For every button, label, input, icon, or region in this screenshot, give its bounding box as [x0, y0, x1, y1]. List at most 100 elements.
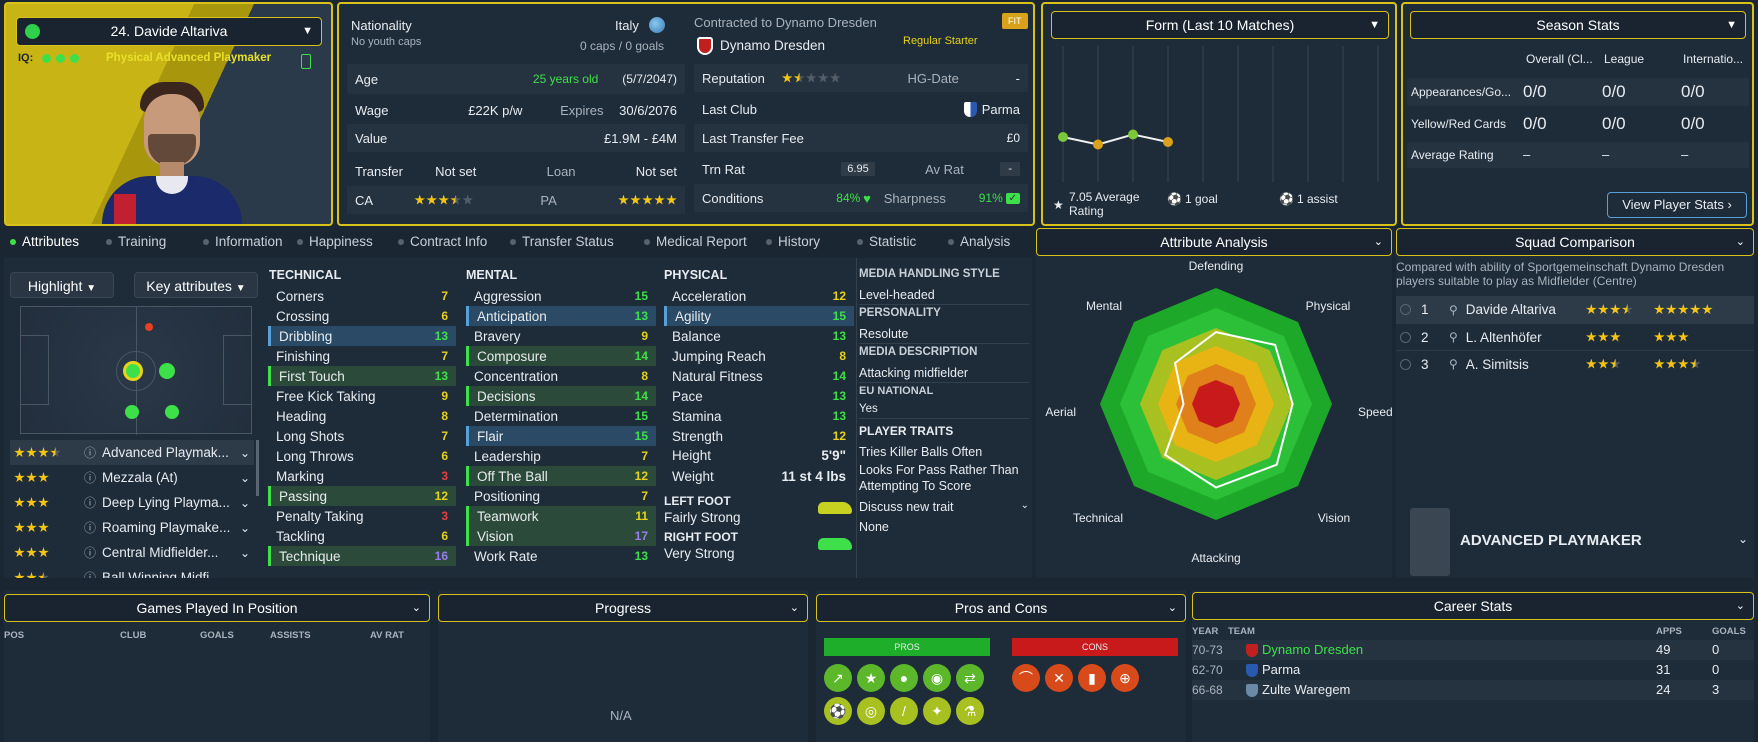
- card-icon[interactable]: ▮: [1078, 664, 1106, 692]
- squad-dropdown[interactable]: Squad Comparison ⌄: [1396, 228, 1754, 256]
- pros-cons-dropdown[interactable]: Pros and Cons ⌄: [816, 594, 1186, 622]
- attribute-row[interactable]: Acceleration 12: [664, 286, 854, 306]
- tackle-icon[interactable]: ✕: [1045, 664, 1073, 692]
- role-item[interactable]: ⓘ Mezzala (At) ⌄: [10, 465, 254, 490]
- attribute-row[interactable]: Agility 15: [664, 306, 854, 326]
- progress-dropdown[interactable]: Progress ⌄: [438, 594, 808, 622]
- form-point[interactable]: [1128, 129, 1138, 140]
- attribute-row[interactable]: Composure 14: [466, 346, 656, 366]
- role-item[interactable]: ⓘ Roaming Playmake... ⌄: [10, 515, 254, 540]
- attribute-row[interactable]: Leadership 7: [466, 446, 656, 466]
- attribute-row[interactable]: Flair 15: [466, 426, 656, 446]
- header-icon[interactable]: ⌒: [1012, 664, 1040, 692]
- attribute-row[interactable]: Stamina 13: [664, 406, 854, 426]
- last-club-value[interactable]: Parma: [981, 101, 1020, 117]
- form-dropdown[interactable]: Form (Last 10 Matches) ▼: [1051, 11, 1389, 39]
- attribute-row[interactable]: Natural Fitness 14: [664, 366, 854, 386]
- season-dropdown[interactable]: Season Stats ▼: [1410, 11, 1746, 39]
- wand-icon[interactable]: /: [890, 697, 918, 725]
- tab-history[interactable]: History: [766, 234, 820, 249]
- attribute-row[interactable]: Decisions 14: [466, 386, 656, 406]
- tab-transfer-status[interactable]: Transfer Status: [510, 234, 614, 249]
- info-icon[interactable]: ⓘ: [84, 446, 97, 460]
- attribute-row[interactable]: Passing 12: [268, 486, 456, 506]
- attribute-row[interactable]: Strength 12: [664, 426, 854, 446]
- tab-contract-info[interactable]: Contract Info: [398, 234, 487, 249]
- squad-row[interactable]: 3 ⚲ A. Simitsis: [1396, 350, 1754, 377]
- role-item[interactable]: ⓘ Central Midfielder... ⌄: [10, 540, 254, 565]
- attribute-row[interactable]: Bravery 9: [466, 326, 656, 346]
- attribute-row[interactable]: Determination 15: [466, 406, 656, 426]
- tab-happiness[interactable]: Happiness: [297, 234, 373, 249]
- attribute-row[interactable]: Crossing 6: [268, 306, 456, 326]
- tab-analysis[interactable]: Analysis: [948, 234, 1010, 249]
- radio-icon[interactable]: [1400, 331, 1411, 343]
- career-row[interactable]: 62-70 Parma 31 0: [1192, 660, 1754, 680]
- info-icon[interactable]: ⓘ: [84, 546, 97, 560]
- attribute-row[interactable]: Tackling 6: [268, 526, 456, 546]
- games-dropdown[interactable]: Games Played In Position ⌄: [4, 594, 430, 622]
- view-player-stats-button[interactable]: View Player Stats ›: [1607, 192, 1747, 218]
- radio-icon[interactable]: [1400, 304, 1411, 315]
- role-scrollbar[interactable]: [256, 440, 259, 496]
- attribute-row[interactable]: Penalty Taking 3: [268, 506, 456, 526]
- career-row[interactable]: 70-73 Dynamo Dresden 49 0: [1192, 640, 1754, 660]
- attribute-row[interactable]: Balance 13: [664, 326, 854, 346]
- tab-statistic[interactable]: Statistic: [857, 234, 916, 249]
- player-selector[interactable]: 24. Davide Altariva ▼: [16, 17, 322, 46]
- squad-row[interactable]: 2 ⚲ L. Altenhöfer: [1396, 323, 1754, 350]
- star-icon[interactable]: ★: [857, 664, 885, 692]
- role-item[interactable]: ⓘ Deep Lying Playma... ⌄: [10, 490, 254, 515]
- tab-attributes[interactable]: Attributes: [10, 234, 79, 249]
- attribute-row[interactable]: Heading 8: [268, 406, 456, 426]
- attribute-row[interactable]: Off The Ball 12: [466, 466, 656, 486]
- form-point[interactable]: [1058, 132, 1068, 142]
- info-icon[interactable]: ⓘ: [84, 471, 97, 485]
- attribute-row[interactable]: Pace 13: [664, 386, 854, 406]
- trend-icon[interactable]: ↗: [824, 664, 852, 692]
- attribute-row[interactable]: First Touch 13: [268, 366, 456, 386]
- attribute-row[interactable]: Dribbling 13: [268, 326, 456, 346]
- role-item[interactable]: ⓘ Ball Winning Midfi... ⌄: [10, 565, 254, 578]
- radio-icon[interactable]: [1400, 358, 1411, 370]
- role-item[interactable]: ⓘ Advanced Playmak... ⌄: [10, 440, 254, 465]
- flask-icon[interactable]: ⚗: [956, 697, 984, 725]
- flair-icon[interactable]: ✦: [923, 697, 951, 725]
- ball-icon[interactable]: ⚽: [824, 697, 852, 725]
- pass-icon[interactable]: ⇄: [956, 664, 984, 692]
- attribute-row[interactable]: Teamwork 11: [466, 506, 656, 526]
- brain-icon[interactable]: ●: [890, 664, 918, 692]
- attribute-row[interactable]: Finishing 7: [268, 346, 456, 366]
- attribute-row[interactable]: Long Shots 7: [268, 426, 456, 446]
- chevron-down-icon[interactable]: ⌄: [1738, 532, 1749, 546]
- loan-value[interactable]: Not set: [635, 163, 677, 179]
- transfer-value[interactable]: Not set: [435, 163, 477, 179]
- tab-information[interactable]: Information: [203, 234, 283, 249]
- discuss-trait-dropdown[interactable]: Discuss new trait ⌄: [859, 500, 1029, 514]
- career-row[interactable]: 66-68 Zulte Waregem 24 3: [1192, 680, 1754, 700]
- attribute-row[interactable]: Vision 17: [466, 526, 656, 546]
- info-icon[interactable]: ⓘ: [84, 571, 97, 578]
- tab-training[interactable]: Training: [106, 234, 166, 249]
- info-icon[interactable]: ⓘ: [84, 496, 97, 510]
- attribute-row[interactable]: Free Kick Taking 9: [268, 386, 456, 406]
- squad-row[interactable]: 1 ⚲ Davide Altariva: [1396, 296, 1754, 323]
- highlight-dropdown[interactable]: Highlight ▼: [10, 272, 114, 298]
- attribute-row[interactable]: Concentration 8: [466, 366, 656, 386]
- attribute-row[interactable]: Jumping Reach 8: [664, 346, 854, 366]
- attribute-row[interactable]: Positioning 7: [466, 486, 656, 506]
- attribute-row[interactable]: Technique 16: [268, 546, 456, 566]
- tab-medical-report[interactable]: Medical Report: [644, 234, 747, 249]
- analysis-dropdown[interactable]: Attribute Analysis ⌄: [1036, 228, 1392, 256]
- attribute-row[interactable]: Aggression 15: [466, 286, 656, 306]
- attribute-row[interactable]: Work Rate 13: [466, 546, 656, 566]
- attribute-row[interactable]: Marking 3: [268, 466, 456, 486]
- career-dropdown[interactable]: Career Stats ⌄: [1192, 592, 1754, 620]
- attribute-row[interactable]: Anticipation 13: [466, 306, 656, 326]
- key-attributes-dropdown[interactable]: Key attributes ▼: [134, 272, 258, 298]
- info-icon[interactable]: ⓘ: [84, 521, 97, 535]
- shot-icon[interactable]: ⊕: [1111, 664, 1139, 692]
- form-point[interactable]: [1163, 137, 1173, 147]
- target-icon[interactable]: ◎: [857, 697, 885, 725]
- form-point[interactable]: [1093, 139, 1103, 150]
